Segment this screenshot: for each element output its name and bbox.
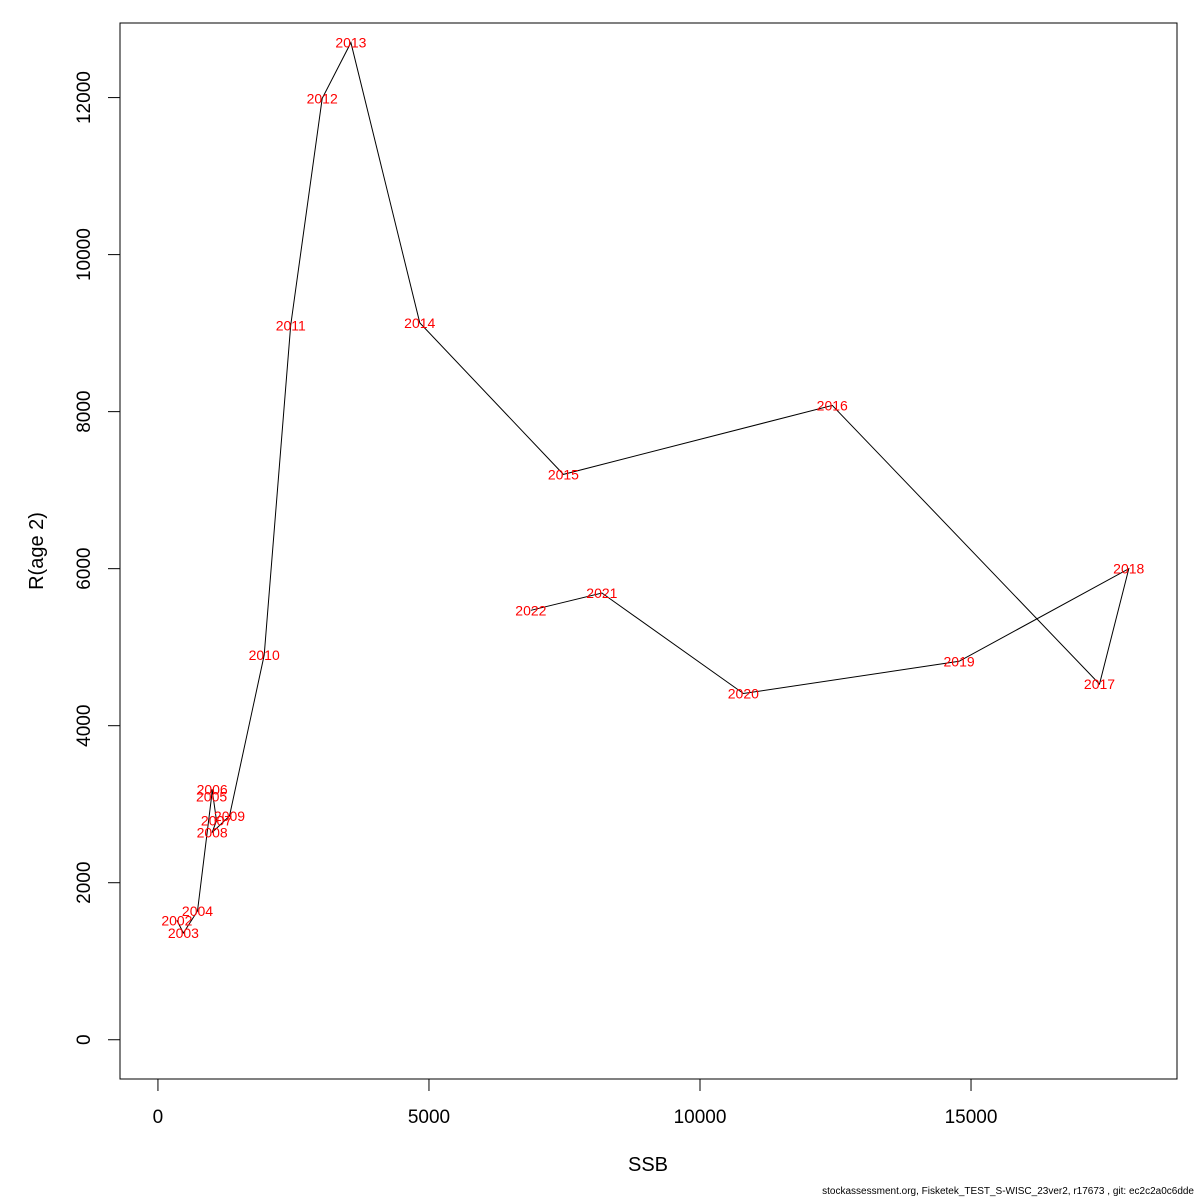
point-label-2008: 2008 [197, 824, 228, 840]
y-tick-label: 0 [74, 1034, 95, 1045]
point-label-2017: 2017 [1084, 676, 1115, 692]
point-label-2012: 2012 [307, 90, 338, 106]
point-label-2019: 2019 [944, 653, 975, 669]
point-label-2015: 2015 [548, 466, 579, 482]
point-label-2004: 2004 [182, 903, 213, 919]
y-tick-label: 12000 [74, 71, 95, 124]
point-label-2006: 2006 [197, 781, 228, 797]
point-label-2022: 2022 [515, 602, 546, 618]
point-label-2007: 2007 [201, 813, 232, 829]
point-label-2018: 2018 [1113, 561, 1144, 577]
point-label-2014: 2014 [404, 315, 435, 331]
point-label-2010: 2010 [249, 647, 280, 663]
point-label-2002: 2002 [161, 912, 192, 928]
y-tick-label: 4000 [74, 705, 95, 747]
y-tick-label: 2000 [74, 862, 95, 904]
x-tick-label: 5000 [408, 1107, 450, 1128]
y-axis: 0 2000 4000 6000 8000 10000 12000 [74, 71, 121, 1045]
y-tick-label: 8000 [74, 390, 95, 432]
series-line [176, 41, 1130, 934]
point-label-2016: 2016 [817, 397, 848, 413]
y-tick-label: 6000 [74, 548, 95, 590]
point-label-2009: 2009 [214, 808, 245, 824]
x-tick-label: 10000 [674, 1107, 727, 1128]
y-tick-label: 10000 [74, 228, 95, 281]
plot-frame [119, 22, 1178, 1080]
footer-credit: stockassessment.org, Fisketek_TEST_S-WIS… [822, 1186, 1194, 1197]
point-label-2021: 2021 [586, 585, 617, 601]
point-label-2013: 2013 [335, 35, 366, 51]
x-tick-label: 0 [153, 1107, 164, 1128]
x-axis-title: SSB [628, 1154, 668, 1176]
point-label-2011: 2011 [276, 317, 306, 333]
y-axis-title: R(age 2) [26, 512, 48, 590]
point-label-2020: 2020 [728, 686, 759, 702]
x-axis: 0 5000 10000 15000 [153, 1078, 998, 1128]
x-tick-label: 15000 [945, 1107, 998, 1128]
point-label-2005: 2005 [196, 788, 227, 804]
point-label-2003: 2003 [168, 925, 199, 941]
